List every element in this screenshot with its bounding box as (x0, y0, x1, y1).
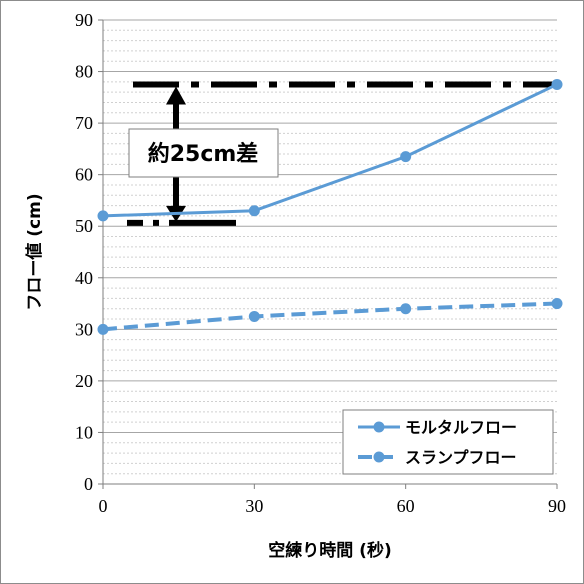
legend-swatch-marker (373, 451, 385, 463)
annotation-label: 約25cm差 (148, 141, 259, 167)
y-tick-label: 80 (75, 62, 93, 82)
y-tick-label: 20 (75, 371, 93, 391)
data-point-series-2 (248, 310, 260, 322)
x-tick-label: 30 (245, 496, 263, 516)
data-point-series-1 (97, 210, 109, 222)
grid-lines (103, 19, 557, 475)
data-point-series-2 (551, 298, 563, 310)
y-tick-label: 0 (84, 474, 93, 494)
data-point-series-1 (248, 205, 260, 217)
annotation-arrowhead-up (166, 86, 186, 105)
y-tick-label: 10 (75, 422, 93, 442)
y-tick-labels: 0 10 20 30 40 50 60 70 80 90 (75, 10, 93, 494)
legend-entry-label: モルタルフロー (405, 418, 517, 437)
data-point-series-2 (97, 323, 109, 335)
difference-annotation: 約25cm差 (127, 81, 557, 226)
legend-entry-label: スランプフロー (405, 448, 517, 467)
annotation-label-box (128, 128, 279, 178)
y-tick-label: 90 (75, 10, 93, 30)
data-point-series-1 (400, 151, 412, 163)
x-tick-label: 90 (548, 496, 566, 516)
y-tick-label: 60 (75, 165, 93, 185)
x-axis-label: 空練り時間 (秒) (268, 540, 391, 561)
y-tick-label: 40 (75, 268, 93, 288)
y-axis-label: フロー値 (cm) (24, 193, 45, 310)
data-point-series-2 (400, 303, 412, 315)
legend-swatch-marker (373, 421, 385, 433)
series-line-1 (102, 83, 558, 218)
x-tick-label: 60 (397, 496, 415, 516)
axes (98, 19, 558, 489)
x-tick-labels: 0 30 60 90 (99, 496, 567, 516)
legend-box (342, 409, 554, 475)
x-tick-label: 0 (99, 496, 108, 516)
y-tick-label: 50 (75, 216, 93, 236)
data-point-series-1 (551, 78, 563, 90)
series-layer (97, 78, 563, 335)
series-line-2 (102, 301, 558, 332)
y-tick-label: 70 (75, 113, 93, 133)
y-tick-label: 30 (75, 319, 93, 339)
